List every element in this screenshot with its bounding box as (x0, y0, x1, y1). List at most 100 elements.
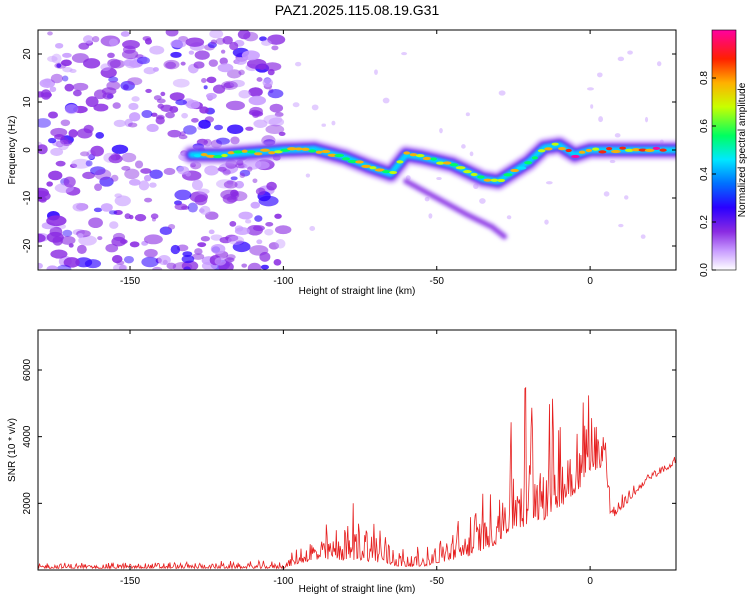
noise-speck (111, 144, 129, 154)
noise-speck (95, 131, 105, 139)
noise-speck (93, 103, 109, 112)
noise-speck (617, 56, 625, 62)
noise-speck (265, 221, 274, 227)
noise-speck (62, 52, 72, 58)
noise-speck (113, 263, 128, 270)
ridge-core (274, 150, 283, 154)
noise-speck (60, 119, 71, 127)
noise-speck (220, 49, 226, 54)
x-tick-label: -150 (120, 576, 140, 587)
ridge-core (200, 153, 208, 157)
noise-speck (108, 38, 119, 47)
noise-speck (262, 78, 273, 88)
noise-speck (226, 69, 242, 79)
noise-speck (38, 91, 45, 98)
noise-speck (267, 34, 286, 45)
ridge-core (470, 172, 478, 177)
noise-speck (188, 50, 195, 55)
y-tick-label: -10 (22, 190, 33, 205)
noise-speck (265, 124, 285, 135)
noise-speck (439, 128, 443, 134)
noise-speck (181, 112, 189, 119)
noise-speck (152, 266, 163, 270)
noise-speck (222, 36, 233, 45)
noise-speck (461, 144, 466, 149)
noise-speck (191, 179, 203, 191)
noise-speck (124, 213, 131, 220)
x-tick-label: 0 (587, 576, 593, 587)
noise-speck (199, 106, 209, 114)
x-tick-label: -100 (273, 576, 293, 587)
noise-speck (177, 166, 190, 175)
noise-speck (382, 97, 390, 104)
noise-speck (149, 182, 157, 188)
noise-speck (250, 201, 261, 209)
noise-speck (108, 76, 119, 83)
noise-speck (618, 223, 624, 228)
ridge-core (321, 149, 331, 154)
noise-speck (72, 202, 87, 212)
noise-speck (50, 127, 68, 137)
noise-speck (586, 87, 594, 91)
noise-speck (269, 103, 284, 113)
noise-speck (49, 86, 57, 93)
colorbar-tick-label: 0.2 (699, 215, 710, 229)
noise-speck (100, 203, 113, 212)
ridge-core (221, 153, 228, 158)
noise-speck (47, 55, 58, 63)
snr-ylabel: SNR (10 * v/v) (7, 418, 18, 482)
noise-speck (331, 120, 336, 126)
noise-speck (169, 106, 179, 113)
noise-speck (229, 41, 239, 51)
noise-speck (245, 126, 254, 131)
ridge-core (578, 150, 586, 154)
noise-speck (121, 152, 137, 163)
noise-speck (64, 104, 79, 115)
noise-speck (143, 67, 156, 75)
noise-speck (62, 229, 73, 237)
noise-speck (78, 235, 97, 246)
noise-speck (38, 118, 51, 128)
noise-speck (120, 31, 130, 37)
noise-speck (144, 197, 153, 203)
noise-speck (175, 99, 188, 106)
ridge-core (206, 154, 216, 158)
noise-speck (544, 219, 549, 225)
noise-speck (216, 137, 230, 145)
chart-title: PAZ1.2025.115.08.19.G31 (275, 2, 440, 18)
noise-speck (273, 258, 282, 266)
noise-speck (150, 213, 159, 219)
noise-speck (226, 124, 244, 135)
noise-speck (97, 236, 103, 241)
x-tick-label: -50 (430, 276, 445, 287)
noise-speck (264, 228, 274, 236)
noise-speck (105, 243, 119, 253)
noise-speck (90, 145, 104, 157)
noise-speck (292, 102, 300, 108)
noise-speck (172, 78, 190, 88)
noise-speck (245, 219, 252, 224)
noise-speck (428, 213, 433, 219)
ridge-core (396, 160, 404, 164)
noise-speck (209, 30, 224, 39)
noise-speck (48, 170, 63, 181)
snr-axes: -150 -100 -50 0 2000 4000 6000 (22, 330, 676, 587)
noise-speck (239, 172, 246, 179)
noise-speck (110, 174, 119, 182)
noise-speck (229, 221, 237, 227)
noise-speck (545, 181, 553, 185)
ridge-core (355, 160, 364, 164)
ridge-core (430, 157, 437, 161)
noise-speck (230, 176, 238, 181)
noise-speck (39, 78, 56, 89)
noise-speck (624, 195, 629, 200)
noise-speck (401, 52, 408, 56)
noise-speck (75, 257, 93, 268)
noise-speck (45, 78, 52, 83)
ridge-cores (193, 142, 667, 183)
noise-speck (102, 92, 114, 100)
noise-speck (83, 58, 101, 69)
noise-speck (197, 188, 210, 195)
